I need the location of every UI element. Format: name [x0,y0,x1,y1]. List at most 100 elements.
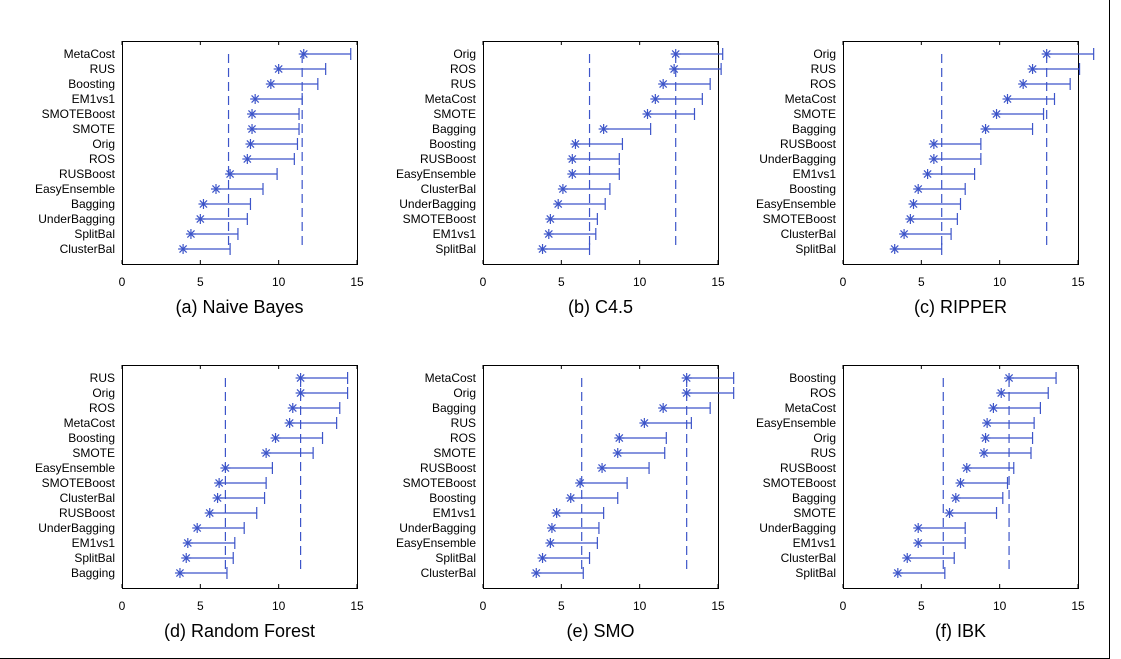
category-label: EM1vs1 [793,167,837,181]
category-label: EasyEnsemble [35,182,115,196]
data-point [178,244,189,254]
x-tick-label: 10 [633,275,647,289]
x-tick-label: 10 [272,599,286,613]
data-point [658,79,669,89]
data-point [902,553,913,563]
category-label: RUSBoost [780,461,837,475]
star-stroke [211,184,221,194]
category-label: Boosting [429,491,476,505]
data-point [905,214,916,224]
star-stroke [903,553,912,563]
category-label: SMOTE [433,446,476,460]
data-point [658,403,669,413]
category-label: ClusterBal [60,491,115,505]
data-point [650,94,661,104]
x-tick-label: 5 [918,599,925,613]
star-stroke [547,523,556,533]
category-label: EasyEnsemble [35,461,115,475]
data-point [214,478,225,488]
data-point [1004,373,1015,383]
data-point [980,433,991,443]
data-point [298,49,309,59]
data-point [908,199,919,209]
data-point [996,388,1007,398]
star-stroke [193,523,202,533]
category-label: SMOTEBoost [42,107,116,121]
category-label: Orig [453,386,476,400]
data-point [913,538,924,548]
star-stroke [1003,94,1012,104]
star-stroke [1042,49,1051,59]
star-stroke [226,169,235,179]
star-stroke [1028,64,1037,74]
category-label: EM1vs1 [433,506,477,520]
star-stroke [890,244,899,254]
category-label: RUS [811,446,836,460]
star-stroke [979,448,989,458]
data-point [944,508,955,518]
star-stroke [538,553,547,563]
chart-panel-5: 0 5 10 15 BoostingROSMetaCostEasyEnsembleOri… [756,365,1085,641]
data-point [273,64,284,74]
star-stroke [568,154,577,164]
data-point [642,109,653,119]
x-tick-label: 5 [197,599,204,613]
star-stroke [893,568,902,578]
star-stroke [983,418,992,428]
star-stroke [183,538,192,548]
data-point [639,418,650,428]
star-stroke [659,79,668,89]
star-stroke [956,478,965,488]
plot-box [483,365,719,589]
data-point [537,244,548,254]
star-stroke [262,448,271,458]
data-point [955,478,966,488]
star-stroke [682,373,691,383]
star-stroke [274,64,283,74]
star-stroke [599,124,608,134]
data-point [597,463,608,473]
data-point [247,124,258,134]
data-point [670,49,681,59]
data-point [553,199,564,209]
category-label: UnderBagging [759,152,836,166]
star-stroke [981,124,990,134]
category-label: Boosting [789,182,836,196]
star-stroke [906,214,915,224]
panel-title: (c) RIPPER [914,297,1007,317]
star-stroke [671,49,680,59]
data-point [284,418,295,428]
star-stroke [951,493,960,503]
category-label: EM1vs1 [72,536,116,550]
star-stroke [186,229,195,239]
star-stroke [900,229,909,239]
panel-title: (a) Naive Bayes [175,297,303,317]
category-label: SMOTE [793,107,836,121]
chart-panels: 0 5 10 15MetaCostRUSBoostingEM1vs1SMOTEBoos… [35,41,1095,641]
data-point [181,553,192,563]
data-point [892,568,903,578]
category-label: ROS [89,401,115,415]
category-label: Boosting [429,137,476,151]
star-stroke [651,94,660,104]
chart-panel-2: 0 5 10 15 OrigRUSROSMetaCostSMOTEBaggingRUSB… [756,41,1095,317]
category-label: Bagging [71,566,115,580]
category-label: Orig [92,137,115,151]
category-label: SMOTE [433,107,476,121]
data-point [988,403,999,413]
panel-title: (f) IBK [935,621,986,641]
data-point [245,139,256,149]
star-stroke [285,418,294,428]
data-point [575,478,586,488]
data-point [612,448,623,458]
data-point [928,139,939,149]
star-stroke [914,184,923,194]
x-tick-label: 10 [633,599,647,613]
data-point [980,124,991,134]
category-label: Orig [813,431,836,445]
category-label: SMOTEBoost [403,212,477,226]
star-stroke [981,433,990,443]
chart-panel-0: 0 5 10 15 MetaCostRUSBoostingEM1vs1SMOTEBoos… [35,41,364,317]
